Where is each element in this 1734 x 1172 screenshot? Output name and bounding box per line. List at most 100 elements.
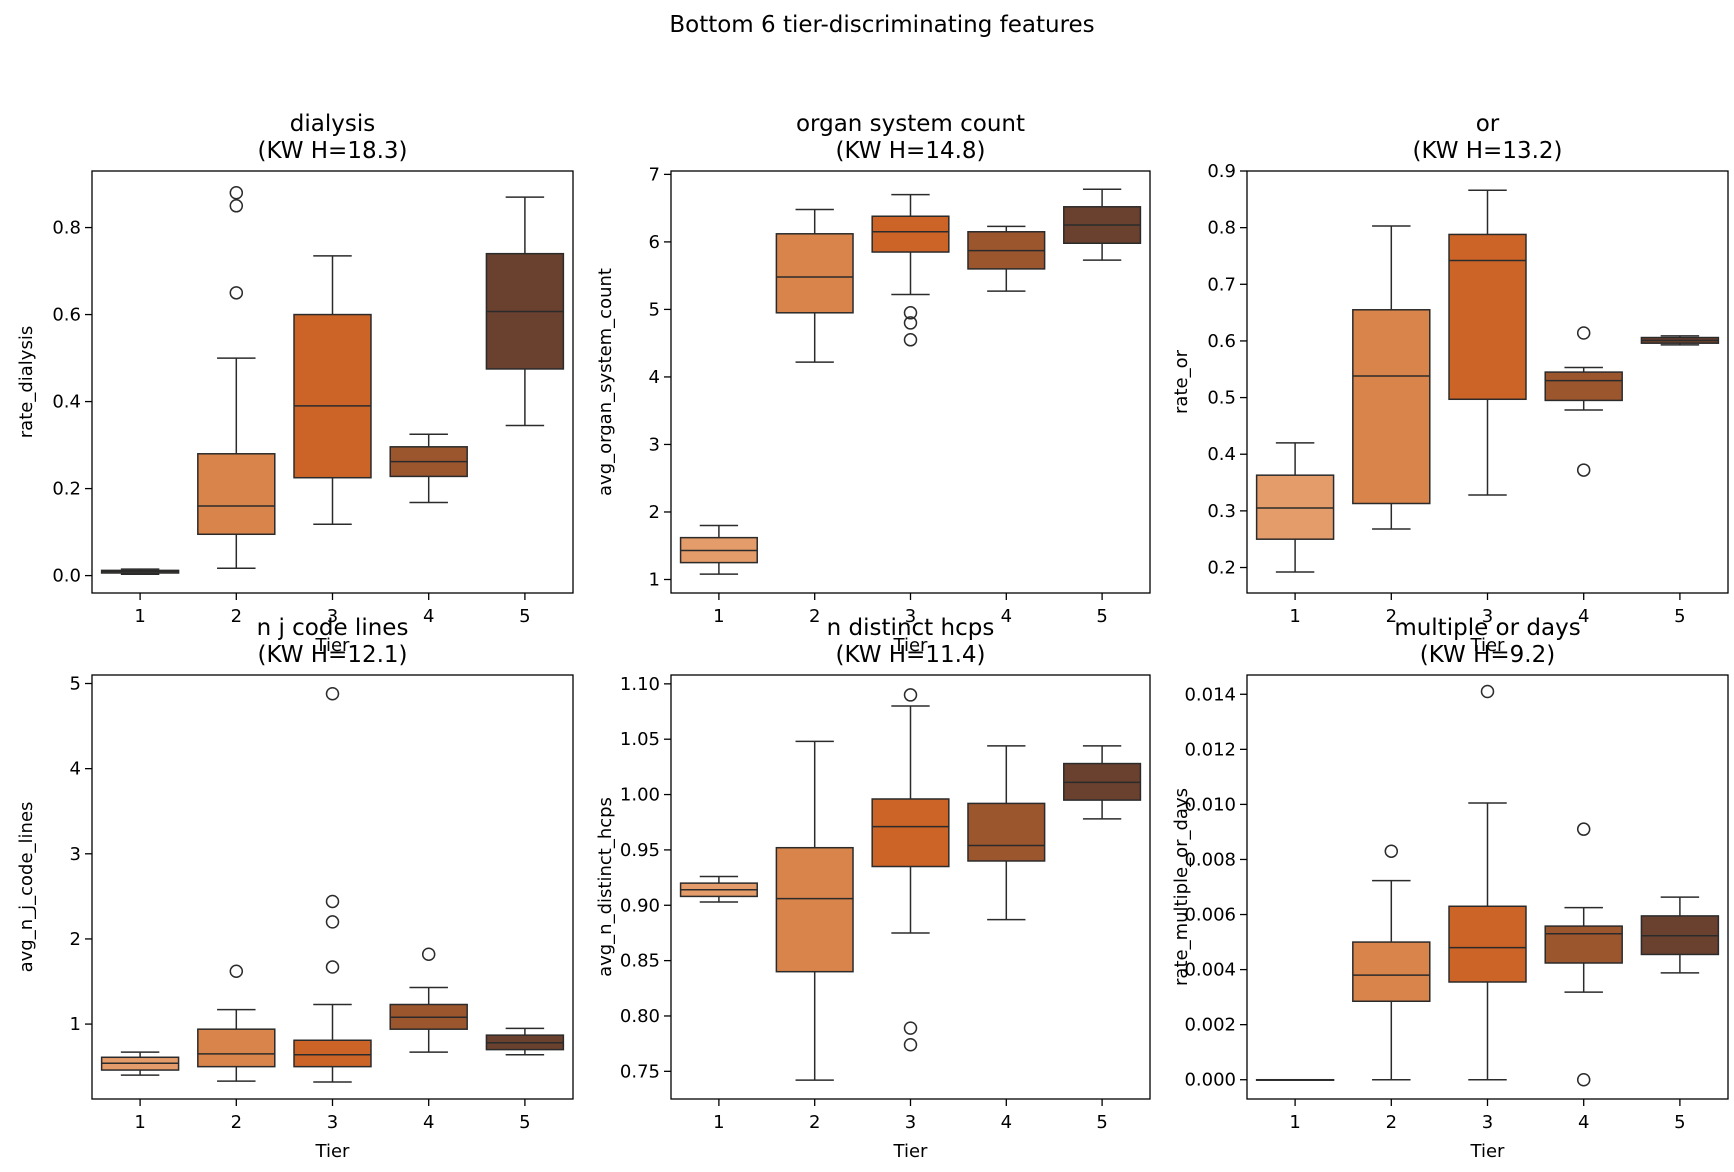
box-tier-4 [1544,822,1623,1087]
x-tick-label: 1 [134,606,145,627]
iqr-box [775,846,854,973]
y-axis-label: avg_n_j_code_lines [16,802,37,973]
x-tick-label: 4 [1578,1112,1589,1133]
iqr-box [967,802,1046,862]
x-tick-label: 2 [1386,1112,1397,1133]
y-tick-label: 1 [70,1014,81,1035]
y-tick-label: 0.014 [1184,684,1236,705]
y-tick-label: 0.9 [1207,161,1236,182]
x-axis-label: Tier [1470,635,1506,656]
y-tick-label: 0.6 [1207,331,1236,352]
x-tick-label: 3 [905,606,916,627]
x-tick-label: 1 [713,1112,724,1133]
x-tick-label: 3 [905,1112,916,1133]
y-tick-label: 7 [649,164,660,185]
box-tier-3 [293,255,372,526]
y-tick-label: 5 [649,299,660,320]
subplot-subtitle: (KW H=18.3) [257,138,407,164]
y-tick-label: 0.2 [52,479,81,500]
iqr-box [1448,905,1527,983]
box-tier-5 [1640,335,1720,346]
y-tick-label: 0.010 [1184,794,1236,815]
y-tick-label: 0.75 [620,1061,660,1082]
box-tier-1 [100,1051,180,1076]
outlier-point [1576,326,1591,340]
outlier-point [1480,684,1495,699]
x-tick-label: 2 [231,606,242,627]
box-tier-2 [197,186,276,569]
iqr-box [1255,474,1335,540]
y-tick-label: 1 [649,569,660,590]
y-tick-label: 0.0 [52,566,81,587]
axes-frame [1246,170,1729,594]
box-tier-1 [1255,1078,1335,1081]
iqr-box [293,313,372,479]
outlier-point [325,686,340,701]
x-tick-label: 4 [423,606,434,627]
y-tick-label: 6 [649,232,660,253]
x-axis-label: Tier [315,635,351,656]
iqr-box [1352,941,1431,1003]
box-tier-3 [1448,189,1527,496]
outlier-point [229,199,244,213]
subplot-title: or [1476,111,1500,137]
x-tick-label: 5 [1674,1112,1685,1133]
x-tick-label: 1 [134,1112,145,1133]
box-tier-5 [485,196,565,427]
y-tick-label: 2 [70,929,81,950]
y-tick-label: 0.8 [52,218,81,239]
outlier-point [229,186,244,200]
iqr-box [871,215,950,253]
outlier-point [325,960,340,974]
outlier-point [903,1021,918,1035]
box-tier-3 [293,686,372,1083]
iqr-box [1448,233,1527,401]
y-tick-label: 0.008 [1184,849,1236,870]
subplot-1: dialysis(KW H=18.3) rate_dialysis Tier 0.0 0… [16,111,574,656]
y-tick-label: 0.4 [52,392,81,413]
y-tick-label: 0.002 [1184,1015,1236,1036]
y-tick-label: 0.000 [1184,1070,1236,1091]
y-axis-label: avg_organ_system_count [595,268,616,496]
axes-frame [1246,674,1729,1100]
outlier-point [325,894,340,909]
box-tier-4 [967,745,1046,921]
box-tier-4 [967,225,1046,292]
outlier-point [325,915,340,929]
outlier-point [229,964,244,979]
box-tier-2 [775,740,854,1081]
box-tier-2 [1352,844,1431,1081]
y-axis-label: avg_n_distinct_hcps [595,797,616,977]
outlier-point [229,286,244,300]
x-tick-label: 4 [1578,606,1589,627]
x-tick-label: 2 [809,1112,820,1133]
x-tick-label: 3 [1482,1112,1493,1133]
y-tick-label: 2 [649,502,660,523]
iqr-box [871,798,950,868]
x-tick-label: 5 [1674,606,1685,627]
x-tick-label: 1 [1289,606,1300,627]
iqr-box [775,233,854,314]
y-tick-label: 1.00 [620,785,660,806]
y-axis-label: rate_or [1171,349,1192,414]
axes-frame [91,170,574,594]
y-tick-label: 0.4 [1207,444,1236,465]
y-tick-label: 0.90 [620,895,660,916]
y-tick-label: 1.05 [620,729,660,750]
subplot-title: organ system count [796,111,1025,137]
box-tier-2 [1352,225,1431,530]
y-axis-label: rate_dialysis [16,326,37,438]
x-tick-label: 1 [713,606,724,627]
iqr-box [197,1028,276,1068]
y-tick-label: 5 [70,674,81,695]
x-tick-label: 4 [1001,1112,1012,1133]
outlier-point [421,947,436,962]
x-tick-label: 3 [1482,606,1493,627]
iqr-box [1352,309,1431,505]
axes-frame [91,674,574,1100]
y-tick-label: 4 [649,367,660,388]
y-tick-label: 0.012 [1184,739,1236,760]
y-tick-label: 4 [70,759,81,780]
outlier-point [903,688,918,702]
